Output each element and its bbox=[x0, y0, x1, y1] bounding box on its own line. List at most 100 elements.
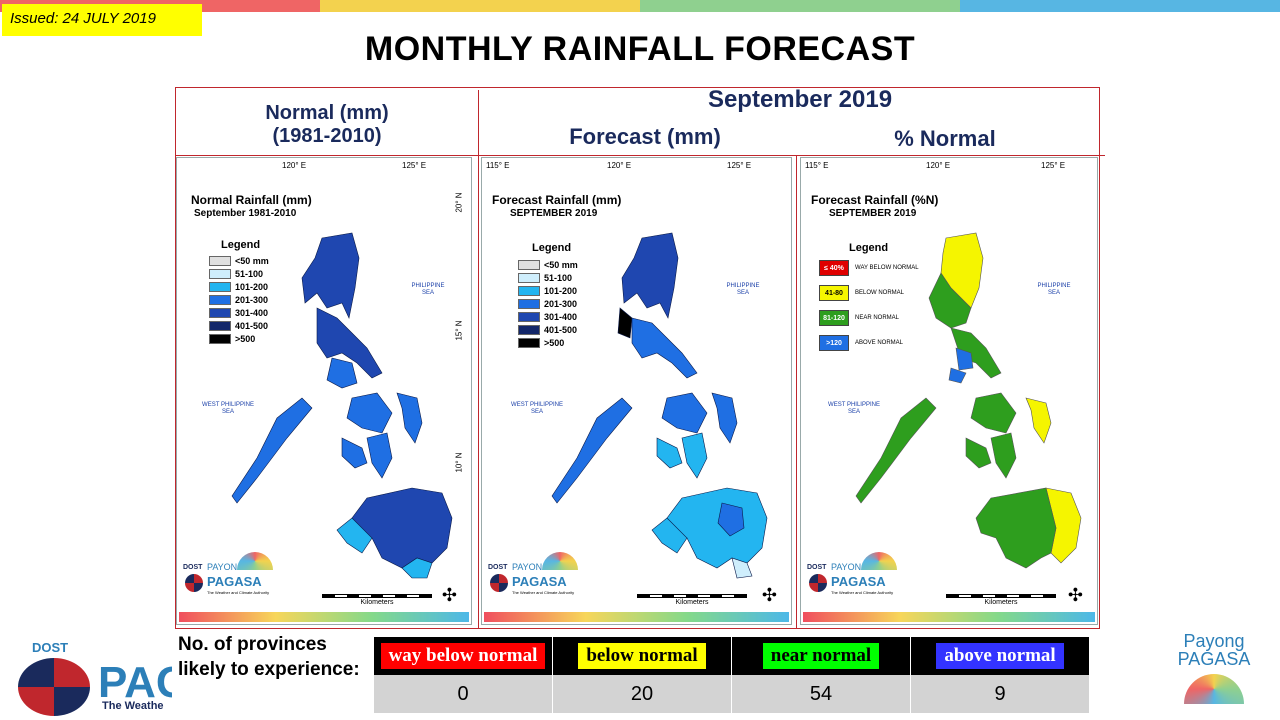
map-legend: ≤ 40% WAY BELOW NORMAL 41-80 BELOW NORMAL 81… bbox=[819, 260, 919, 360]
philippine-sea-label: PHILIPPINE SEA bbox=[411, 283, 445, 296]
legend-swatch bbox=[518, 312, 540, 322]
legend-swatch bbox=[209, 321, 231, 331]
legend-item: 401-500 bbox=[518, 325, 578, 335]
top-bar-yellow bbox=[320, 0, 640, 12]
legend-label: 401-500 bbox=[235, 321, 269, 331]
issued-date-badge: Issued: 24 JULY 2019 bbox=[2, 4, 202, 36]
legend-item: <50 mm bbox=[518, 260, 578, 270]
table-header-cell: below normal bbox=[553, 637, 732, 675]
normal-map-panel: 120° E 125° E 20° N 15° N 10° N Normal R… bbox=[176, 157, 472, 625]
legend-label: >500 bbox=[235, 334, 256, 344]
legend-item: >500 bbox=[518, 338, 578, 348]
legend-swatch: >120 bbox=[819, 335, 849, 351]
legend-swatch: 41-80 bbox=[819, 285, 849, 301]
map-scale: Kilometers bbox=[946, 594, 1056, 606]
legend-label: 201-300 bbox=[235, 295, 269, 305]
logo-pagasa: PAGASA bbox=[512, 574, 567, 589]
logo-payong: PAYONG bbox=[831, 562, 869, 572]
map-title: Forecast Rainfall (%N) SEPTEMBER 2019 bbox=[811, 194, 938, 220]
logo-pagasa: PAG bbox=[98, 658, 172, 707]
top-bar-blue bbox=[960, 0, 1280, 12]
normal-header-line2: (1981-2010) bbox=[272, 125, 382, 147]
legend-swatch bbox=[209, 334, 231, 344]
provinces-question: No. of provinces likely to experience: bbox=[178, 634, 360, 680]
legend-label: 301-400 bbox=[235, 308, 269, 318]
logo-pagasa: PAGASA bbox=[207, 574, 262, 589]
legend-swatch bbox=[209, 256, 231, 266]
legend-label: 401-500 bbox=[544, 325, 578, 335]
pinwheel-icon bbox=[18, 658, 90, 716]
logo-dost: DOST bbox=[488, 564, 508, 571]
north-arrow-icon: ✣ bbox=[441, 585, 457, 605]
legend-swatch bbox=[518, 325, 540, 335]
legend-item: ≤ 40% WAY BELOW NORMAL bbox=[819, 260, 919, 276]
legend-label: 51-100 bbox=[544, 273, 573, 283]
legend-label: WAY BELOW NORMAL bbox=[855, 265, 919, 271]
map-title: Forecast Rainfall (mm) SEPTEMBER 2019 bbox=[492, 194, 621, 220]
panel-gradient-bar bbox=[179, 612, 469, 622]
legend-item: 201-300 bbox=[518, 299, 578, 309]
legend-title: Legend bbox=[849, 242, 889, 254]
legend-title: Legend bbox=[221, 239, 261, 251]
tick-120e: 120° E bbox=[282, 161, 307, 170]
philippine-sea-label: PHILIPPINE SEA bbox=[1037, 283, 1071, 296]
legend-label: BELOW NORMAL bbox=[855, 290, 905, 296]
scale-kilometers: Kilometers bbox=[675, 599, 709, 606]
legend-swatch bbox=[209, 295, 231, 305]
umbrella-icon bbox=[237, 552, 273, 570]
legend-swatch bbox=[518, 286, 540, 296]
legend-label: 301-400 bbox=[544, 312, 578, 322]
pct-normal-header: % Normal bbox=[894, 126, 996, 151]
pagasa-label: PAGASA bbox=[1177, 649, 1251, 669]
legend-swatch bbox=[518, 338, 540, 348]
normal-header-line1: Normal (mm) bbox=[265, 102, 389, 124]
category-near-normal: near normal bbox=[762, 643, 880, 669]
legend-label: <50 mm bbox=[235, 256, 269, 266]
logo-tagline: The Weather and Climate Authority bbox=[831, 590, 894, 595]
legend-swatch bbox=[209, 269, 231, 279]
logo-dost: DOST bbox=[807, 564, 827, 571]
tick-125e: 125° E bbox=[402, 161, 427, 170]
north-arrow-icon: ✣ bbox=[1067, 585, 1083, 605]
percent-map-panel: 115° E 120° E 125° E Forecast Rainfall (… bbox=[800, 157, 1098, 625]
map-title-line2: September 1981-2010 bbox=[194, 208, 297, 219]
legend-label: 51-100 bbox=[235, 269, 264, 279]
tick-115e: 115° E bbox=[805, 161, 829, 170]
payong-label: Payong bbox=[1183, 631, 1245, 651]
legend-label: 201-300 bbox=[544, 299, 578, 309]
logo-dost: DOST bbox=[32, 640, 69, 655]
west-philippine-sea-label: WEST PHILIPPINE SEA bbox=[202, 402, 254, 415]
philippines-map bbox=[855, 232, 1082, 569]
legend-item: 41-80 BELOW NORMAL bbox=[819, 285, 919, 301]
pinwheel-icon bbox=[490, 574, 508, 592]
logo-dost: DOST bbox=[183, 564, 203, 571]
west-philippine-sea-label: WEST PHILIPPINE SEA bbox=[511, 402, 563, 415]
map-legend: <50 mm 51-100 101-200 201-300 301-400 401-500… bbox=[518, 260, 578, 351]
legend-label: >500 bbox=[544, 338, 565, 348]
umbrella-icon bbox=[861, 552, 897, 570]
philippine-sea-label: PHILIPPINE SEA bbox=[726, 283, 760, 296]
scale-kilometers: Kilometers bbox=[984, 599, 1018, 606]
frame-divider-2 bbox=[796, 155, 797, 628]
umbrella-icon bbox=[542, 552, 578, 570]
umbrella-icon bbox=[1184, 674, 1244, 704]
legend-item: 401-500 bbox=[209, 321, 269, 331]
count-near-normal: 54 bbox=[732, 675, 911, 713]
map-title-line2: SEPTEMBER 2019 bbox=[510, 208, 598, 219]
north-arrow-icon: ✣ bbox=[761, 585, 777, 605]
legend-swatch bbox=[518, 273, 540, 283]
tick-115e: 115° E bbox=[486, 161, 510, 170]
provinces-table: way below normal below normal near norma… bbox=[374, 637, 1090, 713]
scale-bar bbox=[637, 594, 747, 598]
tick-125e: 125° E bbox=[1041, 161, 1066, 170]
count-below-normal: 20 bbox=[553, 675, 732, 713]
tick-125e: 125° E bbox=[727, 161, 752, 170]
legend-swatch bbox=[209, 308, 231, 318]
pagasa-logo-small: DOST PAYONG PAGASA The Weather and Clima… bbox=[488, 552, 598, 608]
legend-label: NEAR NORMAL bbox=[855, 315, 900, 321]
map-title-line1: Forecast Rainfall (mm) bbox=[492, 193, 622, 207]
logo-tagline: The Weathe bbox=[102, 700, 164, 712]
frame-header-line bbox=[175, 155, 1105, 156]
map-title: Normal Rainfall (mm) September 1981-2010 bbox=[191, 194, 312, 220]
legend-item: 51-100 bbox=[518, 273, 578, 283]
